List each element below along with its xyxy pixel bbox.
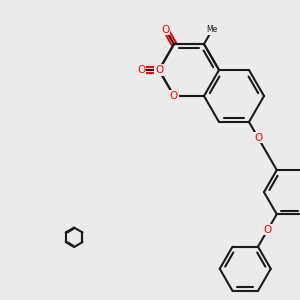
- Text: O: O: [170, 91, 178, 101]
- Text: O: O: [155, 65, 163, 75]
- Text: O: O: [254, 133, 262, 142]
- Text: O: O: [264, 225, 272, 235]
- Text: O: O: [162, 25, 170, 35]
- Text: O: O: [137, 65, 145, 75]
- Text: Me: Me: [207, 25, 218, 34]
